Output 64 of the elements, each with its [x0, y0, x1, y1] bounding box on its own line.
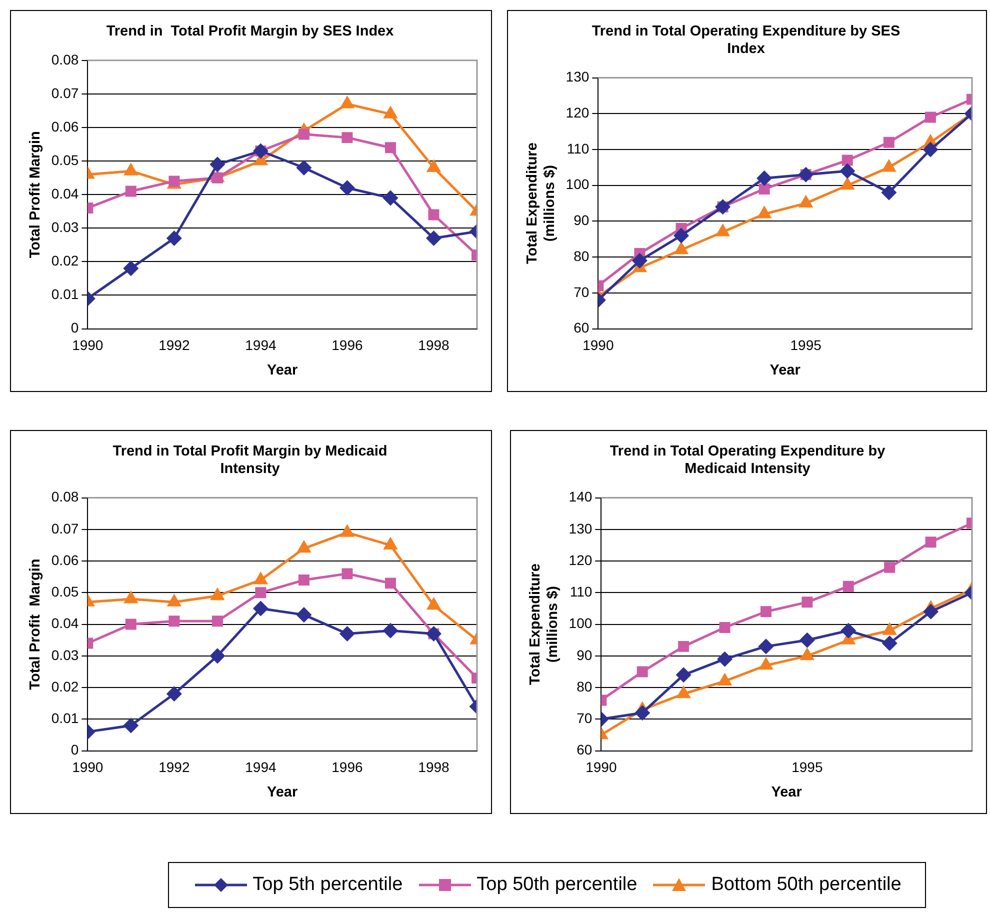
y-tick-label: 130	[566, 68, 590, 85]
x-tick-label: 1990	[582, 337, 614, 354]
y-tick-label: 90	[576, 646, 592, 663]
x-tick-label: 1990	[72, 337, 104, 354]
y-tick-label: 130	[568, 520, 592, 536]
x-tick-label: 1994	[245, 759, 276, 776]
y-tick-label: 120	[566, 104, 590, 121]
y-tick-label: 70	[574, 284, 590, 300]
chart-title: Trend in Total Profit Margin by SES Index	[106, 24, 394, 40]
y-tick-label: 0.07	[51, 84, 79, 101]
y-tick-label: 0.02	[51, 252, 79, 269]
x-tick-label: 1995	[792, 759, 823, 776]
legend-label: Top 5th percentile	[252, 874, 403, 896]
y-tick-label: 0	[70, 320, 79, 336]
x-axis-title: Year	[771, 784, 802, 800]
chart-title: Trend in Total Operating Expenditure by Medicaid Intensity	[610, 444, 886, 478]
y-tick-label: 0.08	[51, 51, 79, 68]
x-tick-label: 1996	[332, 337, 363, 354]
x-axis-title: Year	[266, 362, 298, 378]
y-axis-title: Total Profit Margin	[28, 558, 44, 690]
y-axis-title: Total Profit Margin	[28, 131, 44, 258]
y-tick-label: 110	[570, 584, 592, 600]
x-tick-label: 1995	[790, 337, 822, 354]
y-tick-label: 0.06	[51, 552, 79, 568]
y-tick-label: 0.05	[51, 584, 79, 600]
y-tick-label: 0.01	[51, 286, 79, 302]
x-tick-label: 1990	[586, 759, 617, 776]
y-tick-label: 80	[576, 678, 592, 694]
y-tick-label: 0.08	[51, 488, 79, 505]
x-tick-label: 1996	[332, 759, 363, 776]
y-axis-title: Total Expenditure (millions $)	[528, 564, 562, 685]
x-tick-label: 1998	[418, 759, 450, 776]
x-axis-title: Year	[770, 362, 801, 378]
y-tick-label: 0.05	[51, 152, 79, 168]
y-tick-label: 0.04	[51, 185, 79, 202]
y-tick-label: 0	[70, 742, 79, 758]
x-tick-label: 1992	[158, 759, 190, 776]
y-tick-label: 90	[574, 212, 590, 228]
x-tick-label: 1990	[72, 759, 104, 776]
y-tick-label: 100	[566, 176, 590, 192]
y-tick-label: 0.02	[51, 678, 79, 694]
y-tick-label: 120	[568, 552, 592, 568]
y-axis-title: Total Expenditure (millions $)	[524, 142, 558, 264]
y-tick-label: 0.07	[51, 520, 79, 536]
y-tick-label: 100	[568, 615, 592, 632]
y-tick-label: 0.01	[51, 710, 79, 726]
y-tick-label: 80	[574, 248, 590, 264]
legend-label: Bottom 50th percentile	[711, 874, 902, 896]
y-tick-label: 0.03	[51, 219, 79, 236]
x-tick-label: 1998	[418, 337, 450, 354]
y-tick-label: 70	[576, 710, 592, 726]
legend-label: Top 50th percentile	[476, 874, 638, 896]
chart-title: Trend in Total Profit Margin by Medicaid Intensity	[112, 444, 388, 478]
y-tick-label: 0.04	[51, 615, 79, 632]
y-tick-label: 110	[566, 140, 590, 156]
chart-title: Trend in Total Operating Expenditure by SES Index	[592, 24, 900, 58]
x-tick-label: 1994	[245, 337, 276, 354]
y-tick-label: 0.03	[51, 646, 79, 663]
y-tick-label: 0.06	[51, 118, 79, 134]
y-tick-label: 60	[576, 742, 592, 758]
y-tick-label: 140	[568, 488, 592, 505]
y-tick-label: 60	[574, 320, 590, 336]
x-axis-title: Year	[266, 784, 298, 800]
x-tick-label: 1992	[158, 337, 190, 354]
